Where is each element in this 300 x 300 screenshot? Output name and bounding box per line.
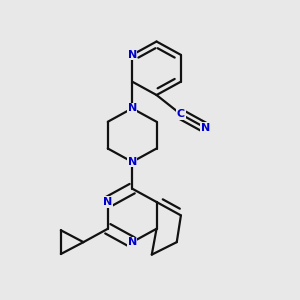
Text: N: N — [128, 103, 137, 113]
Text: N: N — [128, 50, 137, 60]
Text: N: N — [128, 237, 137, 247]
Text: N: N — [201, 123, 210, 133]
Text: C: C — [177, 109, 185, 119]
Text: N: N — [128, 157, 137, 167]
Text: N: N — [103, 197, 112, 207]
